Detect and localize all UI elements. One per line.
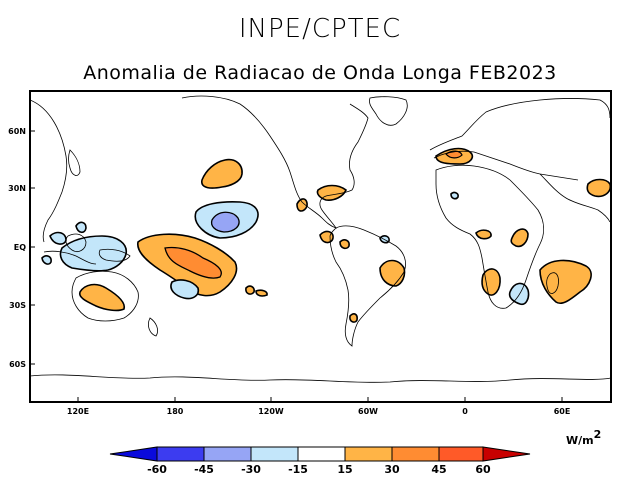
lon-label-120w: 120W [258,407,284,416]
anomaly-maritime-continent [59,235,127,272]
colorbar-label: -30 [241,463,261,476]
anomaly-gulf-guinea [475,229,492,240]
anomaly-brazil [379,259,406,287]
colorbar [109,446,531,462]
colorbar-label: -15 [288,463,308,476]
lon-label-180: 180 [167,407,184,416]
units-label: W/m2 [566,428,601,447]
coast-greenland [369,96,408,126]
anomaly-coral-sea [170,279,200,300]
longitude-axis: 120E 180 120W 60W 0 60E [67,397,570,416]
colorbar-segment-6 [391,446,440,462]
coast-europe-asia [429,98,611,151]
lon-label-60w: 60W [358,407,378,416]
lat-label-60s: 60S [9,360,26,369]
colorbar-segment-above-max [482,446,531,462]
lat-label-60n: 60N [8,127,26,136]
units-text: W/m [566,434,594,447]
colorbar-label: -45 [194,463,214,476]
anomaly-indian-ocean-east [49,231,67,245]
anomaly-chile [349,313,358,323]
coast-japan [68,149,81,176]
lat-label-eq: EQ [14,243,26,252]
lat-label-30s: 30S [9,301,26,310]
coast-europe-south [433,150,579,181]
coastlines [30,95,611,383]
coast-south-america [329,225,406,347]
anomaly-south-pacific-2 [255,289,268,297]
anomaly-north-pacific [201,158,243,189]
colorbar-labels: -60 -45 -30 -15 15 30 45 60 [147,463,491,476]
colorbar-label: 60 [475,463,491,476]
colorbar-segment-5 [344,446,393,462]
coast-borneo [65,233,87,252]
coast-indonesia-1 [43,250,97,265]
anomaly-angola [481,268,501,296]
coast-north-america [181,95,369,229]
lon-label-0: 0 [462,407,468,416]
coast-new-guinea [98,248,131,262]
negative-anomalies [41,191,530,306]
colorbar-label: 30 [384,463,400,476]
colorbar-segment-3 [250,446,299,462]
coast-madagascar [546,272,559,294]
coast-arabia-india [539,173,611,223]
anomaly-central-africa [510,228,529,248]
lon-label-60e: 60E [554,407,571,416]
colorbar-segment-1 [156,446,205,462]
anomaly-australia [78,283,126,312]
colorbar-segment-below-min [109,446,158,462]
units-exponent: 2 [593,428,602,441]
colorbar-segment-4 [297,446,346,462]
colorbar-label: 15 [337,463,352,476]
map-content [30,95,611,383]
coast-africa [435,164,544,309]
positive-anomalies [78,147,611,323]
colorbar-segment-2 [203,446,252,462]
anomaly-peru [339,239,350,250]
anomaly-west-africa [450,191,459,200]
anomaly-sumatra [41,255,52,265]
anomaly-south-pacific-1 [245,285,255,295]
colorbar-label: 45 [431,463,446,476]
anomaly-north-pacific-neg-core [210,211,240,233]
agency-title: INPE/CPTEC [238,14,402,44]
anomaly-central-pacific-core [164,246,222,279]
anomaly-philippines [75,221,87,234]
latitude-axis: 60N 30N EQ 30S 60S [8,127,35,369]
lat-label-30n: 30N [8,184,26,193]
colorbar-label: -60 [147,463,167,476]
coast-east-asia [30,99,68,243]
anomaly-arabia [586,178,611,198]
colorbar-segment-7 [438,446,484,462]
coast-antarctica [30,374,611,383]
lon-label-120e: 120E [67,407,89,416]
anomaly-madagascar [539,259,592,305]
coast-new-zealand [148,317,158,337]
anomaly-mozambique [508,282,530,306]
coast-australia [71,270,139,322]
map-title: Anomalia de Radiacao de Onda Longa FEB20… [83,62,557,84]
